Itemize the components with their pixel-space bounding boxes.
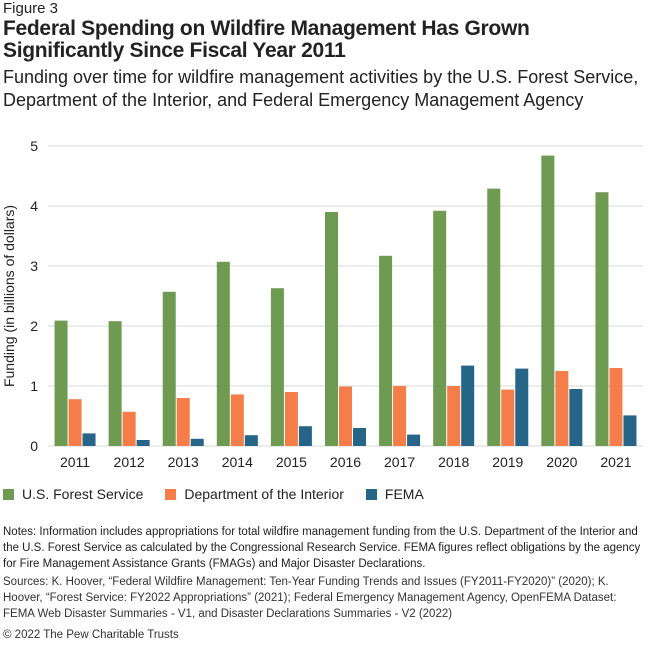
bar-2015-fema	[298, 426, 312, 446]
bar-2019-fema	[515, 368, 529, 446]
x-tick-label: 2011	[60, 454, 90, 470]
notes: Notes: Information includes appropriatio…	[3, 526, 641, 570]
bar-2021-u-s-forest-service	[595, 192, 609, 446]
x-tick-label: 2017	[384, 454, 415, 470]
x-tick-label: 2020	[546, 454, 577, 470]
legend-swatch	[365, 488, 377, 500]
bar-2014-fema	[244, 435, 258, 446]
x-tick-label: 2013	[168, 454, 199, 470]
bar-2016-u-s-forest-service	[325, 212, 338, 446]
bar-2014-u-s-forest-service	[216, 261, 230, 446]
x-tick-label: 2021	[600, 454, 631, 470]
bar-2020-u-s-forest-service	[541, 155, 555, 446]
bar-2011-u-s-forest-service	[54, 320, 68, 446]
legend: U.S. Forest Service Department of the In…	[3, 486, 446, 502]
y-tick-label: 1	[30, 378, 38, 394]
legend-item-forest-service: U.S. Forest Service	[3, 486, 143, 502]
bar-2012-department-of-the-interior	[122, 411, 136, 446]
bar-2016-fema	[353, 428, 366, 446]
bar-chart: Funding (in billions of dollars) 0 1 2 3 4 5 2…	[1, 138, 643, 470]
bar-2018-u-s-forest-service	[433, 210, 447, 446]
x-tick-label: 2016	[330, 454, 361, 470]
bar-2012-u-s-forest-service	[108, 321, 122, 446]
y-tick-label: 4	[30, 198, 38, 214]
bar-2017-department-of-the-interior	[393, 386, 407, 446]
y-axis-label: Funding (in billions of dollars)	[1, 205, 17, 387]
bar-2013-department-of-the-interior	[176, 398, 190, 446]
bar-2019-u-s-forest-service	[487, 188, 501, 446]
bar-2018-department-of-the-interior	[447, 386, 461, 446]
y-tick-label: 5	[30, 138, 38, 154]
copyright: © 2022 The Pew Charitable Trusts	[3, 629, 179, 641]
y-tick-label: 0	[30, 438, 38, 454]
figure-label: Figure 3	[3, 0, 59, 17]
bar-2021-fema	[623, 415, 637, 446]
y-tick-label: 2	[30, 318, 38, 334]
bar-2011-department-of-the-interior	[68, 399, 82, 446]
x-tick-label: 2019	[492, 454, 523, 470]
legend-swatch	[3, 488, 14, 500]
x-tick-label: 2018	[438, 454, 469, 470]
bar-2013-u-s-forest-service	[162, 291, 176, 446]
bar-2020-department-of-the-interior	[555, 371, 569, 446]
x-tick-label: 2014	[222, 454, 253, 470]
bar-2021-department-of-the-interior	[609, 368, 623, 446]
chart-subtitle: Funding over time for wildfire managemen…	[3, 67, 639, 110]
bar-2012-fema	[136, 440, 150, 446]
x-tick-label: 2015	[276, 454, 307, 470]
bar-2017-fema	[407, 434, 421, 446]
legend-item-interior: Department of the Interior	[165, 486, 344, 502]
bar-2016-department-of-the-interior	[339, 386, 352, 446]
x-tick-label: 2012	[114, 454, 145, 470]
bar-2019-department-of-the-interior	[501, 389, 515, 446]
bar-2014-department-of-the-interior	[230, 394, 244, 446]
bar-2015-department-of-the-interior	[284, 392, 298, 446]
chart-title: Federal Spending on Wildfire Management …	[3, 17, 530, 62]
legend-item-fema: FEMA	[365, 486, 424, 502]
legend-swatch	[165, 488, 177, 500]
sources: Sources: K. Hoover, “Federal Wildfire Ma…	[3, 576, 617, 620]
bar-2020-fema	[569, 389, 583, 446]
bar-2018-fema	[461, 365, 475, 446]
y-tick-label: 3	[30, 258, 38, 274]
bar-2011-fema	[82, 433, 96, 446]
bar-2017-u-s-forest-service	[379, 255, 393, 446]
bar-2013-fema	[190, 438, 204, 446]
bar-2015-u-s-forest-service	[270, 288, 284, 446]
